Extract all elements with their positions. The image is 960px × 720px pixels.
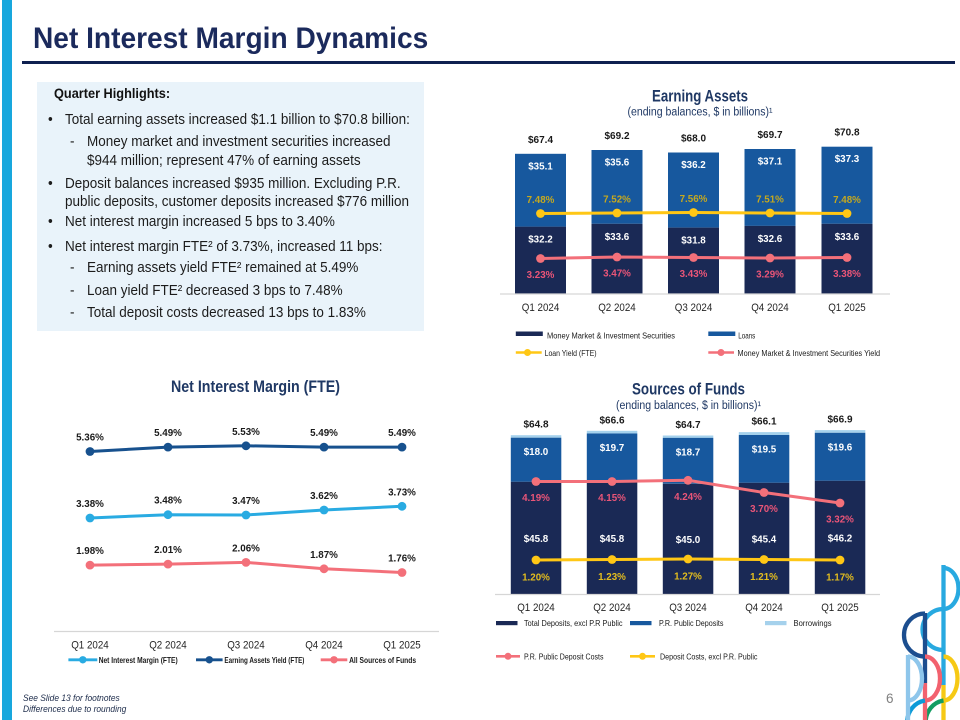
svg-text:$66.9: $66.9 xyxy=(827,415,852,426)
svg-text:3.23%: 3.23% xyxy=(527,270,555,281)
svg-text:7.56%: 7.56% xyxy=(680,194,708,205)
svg-text:1.17%: 1.17% xyxy=(826,573,854,584)
svg-text:Money Market & Investment Secu: Money Market & Investment Securities Yie… xyxy=(738,349,881,358)
svg-text:$69.2: $69.2 xyxy=(604,131,629,142)
svg-text:$64.7: $64.7 xyxy=(675,420,700,431)
svg-text:$35.1: $35.1 xyxy=(528,161,553,172)
svg-text:3.70%: 3.70% xyxy=(750,504,778,515)
svg-text:3.29%: 3.29% xyxy=(756,270,784,281)
svg-text:Q4 2024: Q4 2024 xyxy=(745,602,783,614)
svg-text:$46.2: $46.2 xyxy=(828,533,853,544)
svg-text:Q3 2024: Q3 2024 xyxy=(675,302,713,314)
svg-text:3.62%: 3.62% xyxy=(310,491,338,502)
svg-text:5.53%: 5.53% xyxy=(232,427,260,438)
svg-text:$32.6: $32.6 xyxy=(758,234,783,245)
svg-text:$45.8: $45.8 xyxy=(600,534,625,545)
svg-text:Borrowings: Borrowings xyxy=(794,618,832,628)
svg-text:Q4 2024: Q4 2024 xyxy=(305,640,343,652)
svg-text:4.19%: 4.19% xyxy=(522,493,550,504)
svg-text:Money Market & Investment Secu: Money Market & Investment Securities xyxy=(547,332,675,341)
svg-text:Q3 2024: Q3 2024 xyxy=(669,602,707,614)
svg-text:Net Interest Margin (FTE): Net Interest Margin (FTE) xyxy=(99,655,178,665)
svg-text:$45.8: $45.8 xyxy=(524,534,549,545)
svg-text:1.27%: 1.27% xyxy=(674,572,702,583)
svg-text:2.06%: 2.06% xyxy=(232,543,260,554)
svg-text:$33.6: $33.6 xyxy=(605,232,630,243)
svg-text:5.36%: 5.36% xyxy=(76,433,104,444)
svg-text:$19.6: $19.6 xyxy=(828,442,853,453)
svg-text:$66.1: $66.1 xyxy=(751,417,776,428)
svg-text:All Sources of Funds: All Sources of Funds xyxy=(349,655,416,665)
svg-text:1.23%: 1.23% xyxy=(598,572,626,583)
svg-text:Q2 2024: Q2 2024 xyxy=(149,640,187,652)
svg-text:1.76%: 1.76% xyxy=(388,554,416,565)
svg-text:Q1 2025: Q1 2025 xyxy=(383,640,421,652)
svg-text:$69.7: $69.7 xyxy=(757,130,782,141)
svg-text:5.49%: 5.49% xyxy=(154,428,182,439)
svg-text:$19.7: $19.7 xyxy=(600,443,625,454)
svg-text:$66.6: $66.6 xyxy=(599,415,624,426)
svg-text:Q1 2025: Q1 2025 xyxy=(821,602,859,614)
svg-text:Earning Assets Yield (FTE): Earning Assets Yield (FTE) xyxy=(224,655,304,665)
svg-text:3.47%: 3.47% xyxy=(232,496,260,507)
svg-text:$18.7: $18.7 xyxy=(676,447,701,458)
svg-text:3.47%: 3.47% xyxy=(603,269,631,280)
svg-text:7.52%: 7.52% xyxy=(603,195,631,206)
svg-text:Q1 2025: Q1 2025 xyxy=(828,302,866,314)
svg-text:Q4 2024: Q4 2024 xyxy=(751,302,789,314)
svg-text:7.51%: 7.51% xyxy=(756,195,784,206)
svg-text:3.48%: 3.48% xyxy=(154,496,182,507)
svg-text:$31.8: $31.8 xyxy=(681,236,706,247)
svg-text:$67.4: $67.4 xyxy=(528,135,553,146)
svg-text:Net Interest Margin (FTE): Net Interest Margin (FTE) xyxy=(171,378,340,396)
svg-text:7.48%: 7.48% xyxy=(833,195,861,206)
svg-text:3.43%: 3.43% xyxy=(680,269,708,280)
svg-text:Sources of Funds: Sources of Funds xyxy=(632,381,745,399)
svg-text:$36.2: $36.2 xyxy=(681,160,706,171)
svg-text:$33.6: $33.6 xyxy=(835,232,860,243)
svg-text:Earning Assets: Earning Assets xyxy=(652,88,748,106)
svg-text:Q1 2024: Q1 2024 xyxy=(71,640,109,652)
svg-text:1.87%: 1.87% xyxy=(310,550,338,561)
svg-text:3.73%: 3.73% xyxy=(388,487,416,498)
svg-text:1.21%: 1.21% xyxy=(750,572,778,583)
svg-text:5.49%: 5.49% xyxy=(388,428,416,439)
svg-text:$35.6: $35.6 xyxy=(605,158,630,169)
svg-text:$45.0: $45.0 xyxy=(676,535,701,546)
svg-text:$19.5: $19.5 xyxy=(752,445,777,456)
svg-text:1.98%: 1.98% xyxy=(76,546,104,557)
svg-text:(ending balances, $ in billion: (ending balances, $ in billions)¹ xyxy=(628,107,773,119)
svg-text:Q3 2024: Q3 2024 xyxy=(227,640,265,652)
svg-text:7.48%: 7.48% xyxy=(527,195,555,206)
svg-text:$37.1: $37.1 xyxy=(758,157,783,168)
svg-text:$70.8: $70.8 xyxy=(834,128,859,139)
svg-text:(ending balances, $ in billion: (ending balances, $ in billions)¹ xyxy=(616,400,761,412)
svg-text:2.01%: 2.01% xyxy=(154,545,182,556)
svg-text:4.24%: 4.24% xyxy=(674,492,702,503)
svg-text:Q2 2024: Q2 2024 xyxy=(598,302,636,314)
svg-text:Loan Yield (FTE): Loan Yield (FTE) xyxy=(545,349,597,358)
svg-text:P.R. Public Deposit Costs: P.R. Public Deposit Costs xyxy=(524,652,604,662)
svg-text:Q1 2024: Q1 2024 xyxy=(517,602,555,614)
svg-text:Q1 2024: Q1 2024 xyxy=(522,302,560,314)
svg-text:3.38%: 3.38% xyxy=(76,499,104,510)
svg-text:$37.3: $37.3 xyxy=(835,154,860,165)
svg-text:Loans: Loans xyxy=(738,332,755,341)
svg-text:$32.2: $32.2 xyxy=(528,235,553,246)
svg-text:3.32%: 3.32% xyxy=(826,515,854,526)
svg-text:P.R. Public Deposits: P.R. Public Deposits xyxy=(659,618,724,628)
svg-text:$45.4: $45.4 xyxy=(752,534,777,545)
svg-text:$68.0: $68.0 xyxy=(681,134,706,145)
svg-text:4.15%: 4.15% xyxy=(598,493,626,504)
svg-text:Q2 2024: Q2 2024 xyxy=(593,602,631,614)
svg-text:Total Deposits, excl P.R Publi: Total Deposits, excl P.R Public xyxy=(524,618,623,628)
svg-text:3.38%: 3.38% xyxy=(833,269,861,280)
svg-text:Deposit Costs, excl P.R. Publi: Deposit Costs, excl P.R. Public xyxy=(660,652,758,662)
svg-text:$18.0: $18.0 xyxy=(524,447,549,458)
svg-text:1.20%: 1.20% xyxy=(522,573,550,584)
svg-text:$64.8: $64.8 xyxy=(523,420,548,431)
svg-text:5.49%: 5.49% xyxy=(310,428,338,439)
